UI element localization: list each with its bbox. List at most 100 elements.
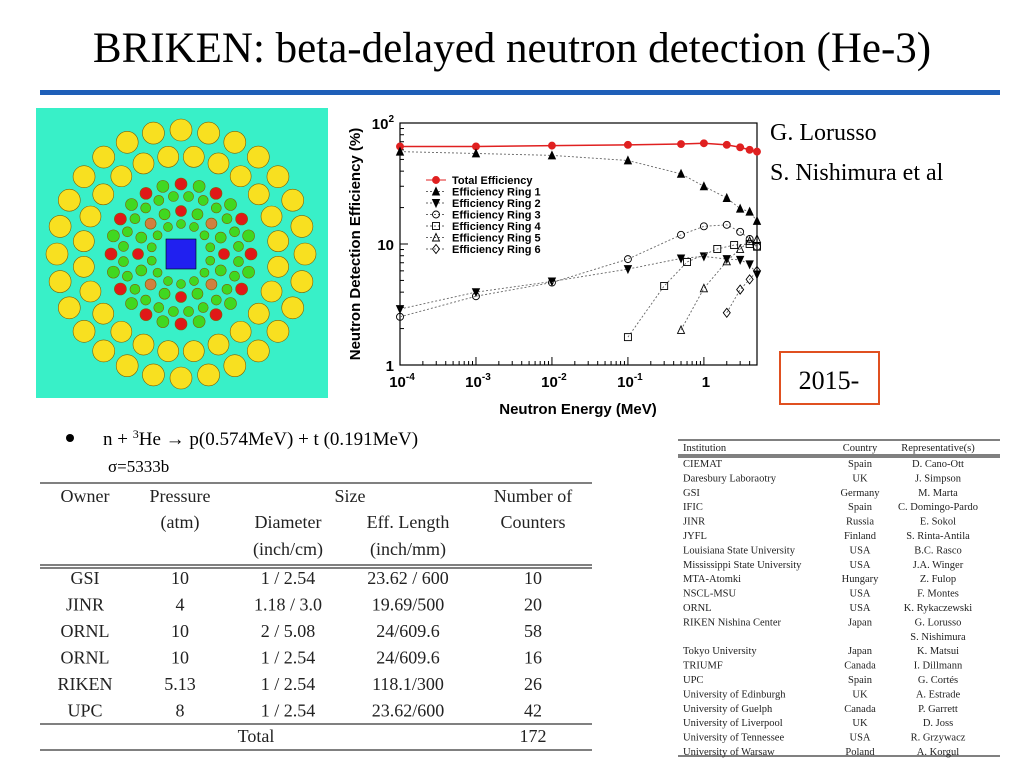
- marker: [753, 147, 761, 156]
- cell: S. Nishimura: [910, 632, 966, 643]
- counter-tube: [57, 296, 81, 320]
- counter-tube: [235, 282, 248, 296]
- counter-tube: [72, 165, 96, 188]
- cell: E. Sokol: [920, 517, 956, 528]
- cell: UK: [852, 473, 868, 484]
- cell: Z. Fulop: [920, 574, 956, 585]
- marker: [752, 233, 762, 243]
- marker: [735, 255, 745, 265]
- tick-label: 10-1: [617, 372, 643, 391]
- marker: [699, 222, 708, 231]
- x-axis-title: Neutron Energy (MeV): [499, 401, 657, 418]
- counter-tube: [144, 217, 157, 230]
- marker: [722, 256, 731, 266]
- counter-tube: [260, 205, 283, 228]
- tick-exp: -2: [558, 372, 567, 383]
- counter-tube: [290, 215, 314, 238]
- counter-tube: [229, 165, 252, 188]
- counter-tube: [267, 230, 289, 253]
- counter-tube: [79, 205, 102, 228]
- cell: TRIUMF: [683, 661, 723, 672]
- counter-tube: [205, 255, 216, 266]
- cell: K. Matsui: [917, 646, 959, 657]
- counter-tube: [92, 339, 115, 363]
- tick-label: 10-2: [541, 372, 567, 391]
- cell: Japan: [848, 617, 873, 628]
- cell: USA: [849, 560, 870, 571]
- cell: MTA-Atomki: [683, 574, 741, 585]
- counter-tube: [281, 296, 305, 320]
- counter-tube: [214, 231, 227, 244]
- cell: UPC: [683, 675, 703, 686]
- marker: [683, 258, 691, 266]
- marker: [547, 150, 557, 160]
- legend-label: Efficiency Ring 4: [452, 221, 542, 233]
- counter-tube: [48, 270, 72, 293]
- counter-tube: [205, 217, 218, 230]
- marker: [432, 210, 440, 219]
- counter-tube: [156, 315, 170, 328]
- counter-tube: [163, 276, 173, 286]
- cell: NSCL-MSU: [683, 589, 737, 600]
- counter-tube: [139, 308, 153, 321]
- cell: CIEMAT: [683, 459, 723, 470]
- marker: [722, 307, 731, 319]
- marker: [395, 146, 405, 156]
- cell: Canada: [844, 704, 876, 715]
- marker: [623, 140, 632, 149]
- counter-tube: [135, 264, 148, 277]
- cell: 10: [171, 648, 189, 668]
- counter-tube: [189, 222, 199, 232]
- marker: [745, 274, 754, 285]
- cell: D. Cano-Ott: [912, 459, 964, 470]
- legend-label: Efficiency Ring 1: [452, 187, 541, 199]
- counter-tube: [224, 198, 237, 211]
- cell: P. Garrett: [918, 704, 958, 715]
- counter-tube: [125, 297, 138, 310]
- marker: [431, 243, 441, 255]
- marker: [547, 278, 556, 287]
- marker: [722, 192, 731, 202]
- counter-tube: [205, 278, 218, 291]
- tick-label: 102: [372, 114, 395, 133]
- cell: 26: [524, 674, 542, 694]
- counter-tube: [175, 205, 187, 217]
- cell: 23.62/600: [372, 701, 445, 721]
- cell: F. Montes: [917, 589, 959, 600]
- marker: [431, 199, 441, 209]
- cell: A. Korgul: [917, 747, 959, 758]
- cell: 1 / 2.54: [261, 701, 316, 721]
- cell: M. Marta: [918, 488, 958, 499]
- cell: K. Rykaczewski: [904, 603, 972, 614]
- cell: 20: [524, 595, 542, 615]
- cell: (inch/mm): [370, 539, 446, 560]
- cell: ORNL: [61, 621, 110, 641]
- counter-tube: [122, 270, 133, 282]
- marker: [676, 254, 686, 264]
- cell: Diameter: [255, 512, 322, 532]
- title-rule: [40, 90, 1000, 95]
- series-line: [399, 151, 758, 222]
- counter-tube: [197, 121, 220, 145]
- cell: UK: [852, 718, 868, 729]
- cross-section: σ=5333b: [108, 457, 169, 476]
- marker: [735, 243, 745, 253]
- marker: [713, 245, 722, 253]
- counter-tube: [92, 302, 115, 325]
- legend-label: Efficiency Ring 5: [452, 233, 541, 245]
- cell: 118.1/300: [372, 674, 444, 694]
- cell: Number of: [494, 486, 572, 506]
- counter-tube: [92, 183, 115, 206]
- marker: [745, 145, 754, 154]
- marker: [660, 282, 669, 290]
- cell: 42: [524, 701, 542, 721]
- cell: Institution: [683, 443, 727, 454]
- cell: GSI: [683, 488, 700, 499]
- marker: [699, 283, 709, 293]
- tick-exp: 2: [388, 114, 394, 125]
- counter-tube: [158, 287, 171, 300]
- counter-tube: [174, 317, 188, 331]
- counter-tube: [223, 130, 247, 154]
- cell: Tokyo University: [683, 646, 757, 657]
- counter-tube: [192, 180, 206, 193]
